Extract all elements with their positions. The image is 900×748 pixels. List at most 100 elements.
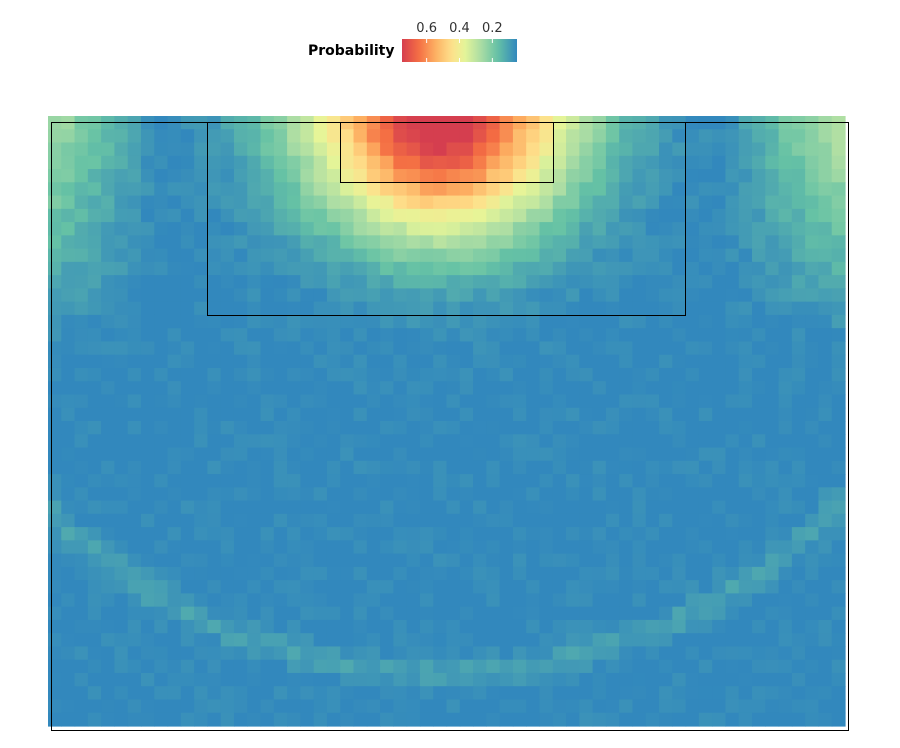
heatmap-cell bbox=[87, 553, 102, 568]
heatmap-cell bbox=[752, 553, 766, 568]
heatmap-cell bbox=[499, 633, 514, 648]
heatmap-cell bbox=[725, 195, 740, 210]
heatmap-cell bbox=[592, 222, 607, 236]
heatmap-cell bbox=[765, 580, 780, 594]
heatmap-cell bbox=[645, 540, 660, 555]
heatmap-cell bbox=[340, 460, 355, 475]
heatmap-cell bbox=[685, 527, 700, 541]
heatmap-cell bbox=[605, 487, 620, 502]
heatmap-cell bbox=[406, 460, 421, 475]
heatmap-cell bbox=[419, 474, 434, 488]
heatmap-cell bbox=[247, 500, 262, 515]
heatmap-cell bbox=[791, 182, 806, 197]
heatmap-cell bbox=[778, 633, 793, 648]
heatmap-cell bbox=[446, 633, 461, 648]
heatmap-cell bbox=[619, 394, 634, 409]
heatmap-cell bbox=[459, 566, 474, 581]
heatmap-cell bbox=[712, 129, 727, 144]
heatmap-cell bbox=[659, 248, 673, 263]
heatmap-cell bbox=[539, 235, 554, 250]
heatmap-cell bbox=[791, 580, 806, 594]
heatmap-cell bbox=[605, 659, 620, 674]
heatmap-cell bbox=[101, 195, 116, 210]
heatmap-cell bbox=[592, 474, 607, 488]
heatmap-cell bbox=[645, 182, 660, 197]
heatmap-cell bbox=[353, 155, 368, 170]
heatmap-cell bbox=[140, 142, 155, 157]
heatmap-cell bbox=[725, 619, 740, 634]
heatmap-cell bbox=[725, 672, 740, 687]
heatmap-cell bbox=[512, 222, 527, 236]
heatmap-cell bbox=[154, 646, 169, 661]
heatmap-cell bbox=[645, 553, 660, 568]
heatmap-cell bbox=[273, 686, 288, 701]
heatmap-cell bbox=[725, 301, 740, 316]
heatmap-cell bbox=[446, 155, 461, 170]
heatmap-cell bbox=[207, 248, 222, 263]
heatmap-cell bbox=[672, 301, 687, 316]
heatmap-cell bbox=[233, 447, 248, 462]
heatmap-cell bbox=[592, 195, 607, 210]
heatmap-cell bbox=[526, 222, 541, 236]
heatmap-cell bbox=[446, 712, 461, 727]
heatmap-cell bbox=[167, 593, 182, 608]
heatmap-cell bbox=[393, 182, 408, 197]
heatmap-cell bbox=[207, 712, 222, 727]
heatmap-cell bbox=[353, 182, 368, 197]
heatmap-cell bbox=[526, 434, 541, 449]
heatmap-cell bbox=[526, 474, 541, 488]
heatmap-cell bbox=[154, 474, 169, 488]
heatmap-cell bbox=[778, 354, 793, 369]
heatmap-cell bbox=[499, 460, 514, 475]
heatmap-cell bbox=[419, 527, 434, 541]
heatmap-cell bbox=[287, 328, 301, 343]
heatmap-cell bbox=[101, 182, 116, 197]
heatmap-cell bbox=[48, 540, 62, 555]
heatmap-cell bbox=[566, 527, 580, 541]
heatmap-cell bbox=[765, 169, 780, 183]
heatmap-cell bbox=[659, 566, 673, 581]
heatmap-cell bbox=[220, 129, 235, 144]
heatmap-cell bbox=[326, 235, 341, 250]
heatmap-cell bbox=[499, 381, 514, 396]
heatmap-cell bbox=[353, 394, 368, 409]
heatmap-cell bbox=[300, 354, 315, 369]
heatmap-cell bbox=[127, 367, 142, 382]
heatmap-cell bbox=[791, 566, 806, 581]
heatmap-cell bbox=[127, 460, 142, 475]
heatmap-cell bbox=[61, 619, 76, 634]
heatmap-cell bbox=[831, 367, 846, 382]
heatmap-cell bbox=[114, 580, 129, 594]
heatmap-cell bbox=[712, 566, 727, 581]
heatmap-cell bbox=[154, 672, 169, 687]
heatmap-cell bbox=[698, 527, 713, 541]
heatmap-cell bbox=[672, 633, 687, 648]
heatmap-cell bbox=[140, 619, 155, 634]
heatmap-cell bbox=[619, 301, 634, 316]
heatmap-cell bbox=[393, 513, 408, 528]
heatmap-cell bbox=[752, 500, 766, 515]
heatmap-cell bbox=[446, 248, 461, 263]
heatmap-cell bbox=[48, 354, 62, 369]
heatmap-cell bbox=[605, 686, 620, 701]
heatmap-cell bbox=[605, 341, 620, 356]
heatmap-cell bbox=[340, 155, 355, 170]
heatmap-cell bbox=[526, 328, 541, 343]
heatmap-cell bbox=[406, 182, 421, 197]
heatmap-cell bbox=[167, 195, 182, 210]
heatmap-cell bbox=[353, 235, 368, 250]
heatmap-cell bbox=[486, 248, 501, 263]
heatmap-cell bbox=[552, 606, 567, 621]
heatmap-cell bbox=[526, 182, 541, 197]
heatmap-cell bbox=[552, 553, 567, 568]
heatmap-cell bbox=[167, 686, 182, 701]
heatmap-cell bbox=[831, 328, 846, 343]
heatmap-cell bbox=[167, 169, 182, 183]
heatmap-cell bbox=[605, 208, 620, 223]
heatmap-cell bbox=[300, 527, 315, 541]
heatmap-cell bbox=[61, 407, 76, 422]
heatmap-cell bbox=[114, 513, 129, 528]
heatmap-cell bbox=[74, 421, 89, 435]
heatmap-cell bbox=[167, 540, 182, 555]
heatmap-cell bbox=[831, 513, 846, 528]
